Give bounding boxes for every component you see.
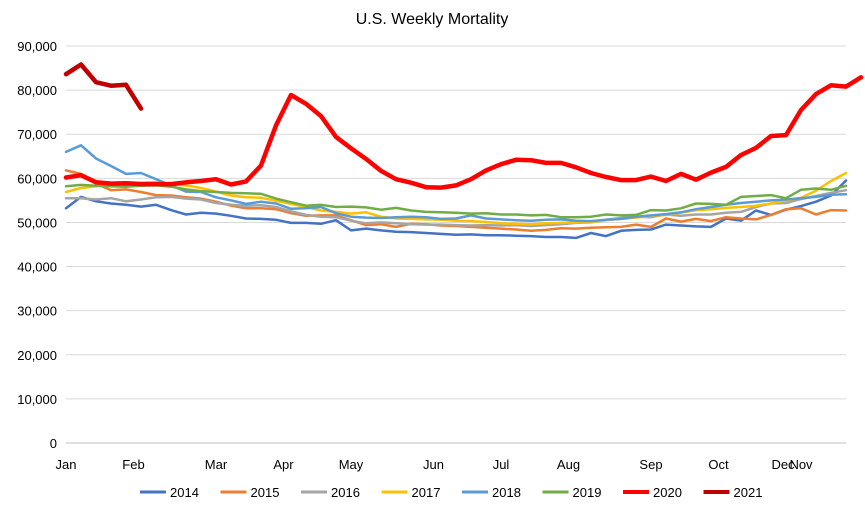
- legend-label-2020: 2020: [653, 485, 682, 500]
- y-tick-label: 0: [50, 436, 57, 451]
- legend-label-2021: 2021: [734, 485, 763, 500]
- gridlines: [66, 45, 846, 444]
- series-line-2019: [64, 183, 848, 219]
- legend: 2014 2015 2016 2017 2018 2019 2020 2021: [140, 485, 762, 500]
- x-tick-label: Jan: [56, 457, 77, 472]
- y-tick-label: 30,000: [17, 304, 57, 319]
- series-line-2018: [64, 144, 848, 223]
- legend-label-2017: 2017: [412, 485, 441, 500]
- legend-label-2019: 2019: [573, 485, 602, 500]
- x-tick-label: Sep: [639, 457, 662, 472]
- x-tick-label: Feb: [122, 457, 144, 472]
- x-tick-label: Nov: [789, 457, 813, 472]
- y-tick-label: 40,000: [17, 260, 57, 275]
- series-line-2020: [63, 75, 864, 190]
- series-line-2014: [64, 179, 848, 240]
- chart-title: U.S. Weekly Mortality: [356, 11, 509, 28]
- x-tick-label: Apr: [273, 457, 294, 472]
- y-tick-label: 70,000: [17, 127, 57, 142]
- x-tick-label: Jun: [423, 457, 444, 472]
- series-line-2021: [63, 62, 144, 111]
- y-tick-label: 10,000: [17, 392, 57, 407]
- legend-label-2016: 2016: [331, 485, 360, 500]
- y-axis-tick-labels: 0 10,000 20,000 30,000 40,000 50,000 60,000 70,…: [17, 39, 57, 451]
- series-line-2016: [64, 188, 848, 228]
- series-line-2017: [64, 171, 848, 226]
- legend-label-2014: 2014: [170, 485, 199, 500]
- series-lines: [63, 62, 864, 240]
- x-tick-label: Mar: [205, 457, 228, 472]
- x-tick-label: Oct: [708, 457, 729, 472]
- x-tick-label: Dec: [771, 457, 795, 472]
- y-tick-label: 20,000: [17, 348, 57, 363]
- y-tick-label: 60,000: [17, 171, 57, 186]
- x-tick-label: Jul: [493, 457, 510, 472]
- x-tick-label: May: [339, 457, 364, 472]
- y-tick-label: 80,000: [17, 83, 57, 98]
- legend-label-2015: 2015: [251, 485, 280, 500]
- x-tick-label: Aug: [557, 457, 580, 472]
- legend-label-2018: 2018: [492, 485, 521, 500]
- y-tick-label: 90,000: [17, 39, 57, 54]
- y-tick-label: 50,000: [17, 215, 57, 230]
